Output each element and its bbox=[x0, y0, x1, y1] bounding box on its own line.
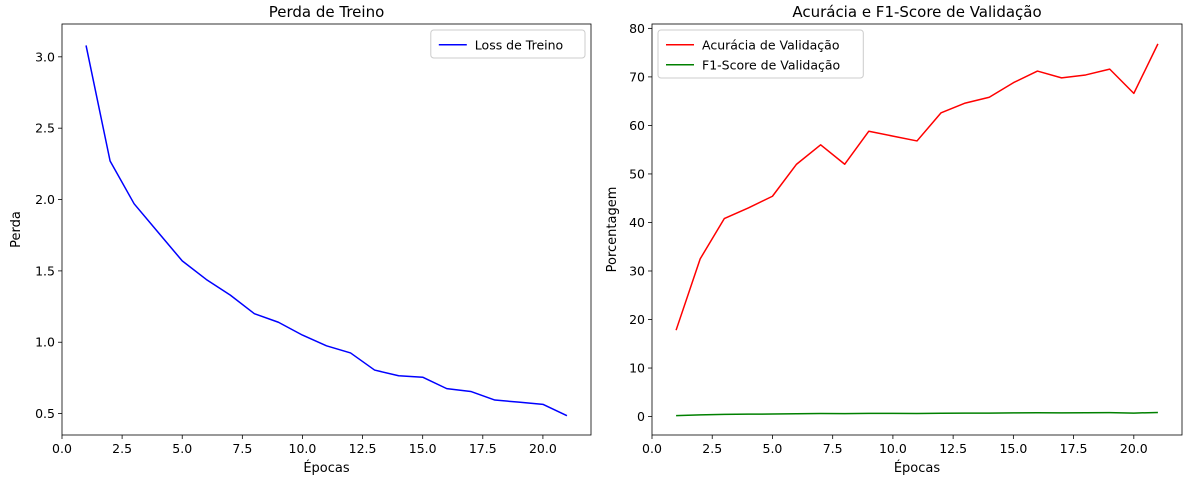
training-loss-y-tick-label: 1.0 bbox=[35, 335, 55, 350]
training-loss-x-tick-label: 2.5 bbox=[112, 441, 132, 456]
validation-metrics-x-tick-label: 7.5 bbox=[823, 441, 843, 456]
training-loss-series-line-0 bbox=[85, 45, 568, 417]
validation-metrics-y-tick-label: 10 bbox=[629, 361, 645, 376]
validation-metrics-y-tick-label: 30 bbox=[629, 263, 645, 278]
training-loss-x-tick-label: 7.5 bbox=[232, 441, 252, 456]
training-loss-y-tick-label: 3.0 bbox=[35, 49, 55, 64]
validation-metrics-y-tick-label: 70 bbox=[629, 69, 645, 84]
validation-metrics-x-tick-label: 0.0 bbox=[642, 441, 662, 456]
validation-metrics-legend-label-0: Acurácia de Validação bbox=[702, 37, 839, 52]
training-loss-x-axis-label: Épocas bbox=[303, 460, 350, 476]
validation-metrics-y-axis-label: Porcentagem bbox=[605, 187, 620, 273]
validation-metrics-y-tick-label: 60 bbox=[629, 118, 645, 133]
validation-metrics-series-line-1 bbox=[676, 411, 1158, 417]
training-loss-legend-label-0: Loss de Treino bbox=[475, 37, 563, 52]
validation-metrics-axes-frame bbox=[651, 23, 1183, 436]
training-loss-y-tick-label: 0.5 bbox=[35, 406, 55, 421]
training-loss-x-tick-label: 0.0 bbox=[52, 441, 72, 456]
training-loss-x-tick-label: 10.0 bbox=[289, 441, 317, 456]
validation-metrics-legend-label-1: F1-Score de Validação bbox=[702, 57, 840, 72]
training-loss-x-tick-label: 5.0 bbox=[172, 441, 192, 456]
training-loss-y-axis-label: Perda bbox=[9, 211, 24, 248]
training-loss-y-tick-label: 2.0 bbox=[35, 192, 55, 207]
validation-metrics-y-tick-label: 0 bbox=[637, 409, 645, 424]
validation-metrics-x-tick-label: 10.0 bbox=[879, 441, 907, 456]
training-loss-y-tick-label: 1.5 bbox=[35, 263, 55, 278]
training-loss-axes-frame bbox=[61, 23, 592, 436]
validation-metrics-chart: 0.0 2.5 5.0 7.5 10.0 12.5 15.0 17.5 20.0 0 10 20 30 4… bbox=[605, 3, 1183, 476]
training-loss-chart-title: Perda de Treino bbox=[269, 3, 385, 21]
validation-metrics-x-tick-label: 2.5 bbox=[702, 441, 722, 456]
training-loss-chart: 0.0 2.5 5.0 7.5 10.0 12.5 15.0 17.5 20.0 0.5 1.0 1.… bbox=[9, 3, 592, 476]
validation-metrics-series-line-0 bbox=[675, 43, 1159, 331]
validation-metrics-y-tick-label: 80 bbox=[629, 21, 645, 36]
validation-metrics-x-tick-label: 20.0 bbox=[1120, 441, 1148, 456]
validation-metrics-legend-box bbox=[657, 29, 864, 79]
validation-metrics-y-tick-label: 40 bbox=[629, 215, 645, 230]
validation-metrics-x-tick-label: 5.0 bbox=[763, 441, 783, 456]
validation-metrics-legend: Acurácia de Validação F1-Score de Validaç… bbox=[657, 29, 864, 79]
training-loss-y-tick-label: 2.5 bbox=[35, 121, 55, 136]
validation-metrics-x-tick-label: 15.0 bbox=[999, 441, 1027, 456]
training-loss-x-tick-label: 12.5 bbox=[349, 441, 377, 456]
training-loss-legend: Loss de Treino bbox=[430, 29, 586, 59]
training-loss-x-tick-label: 20.0 bbox=[529, 441, 557, 456]
training-loss-x-tick-label: 17.5 bbox=[469, 441, 497, 456]
validation-metrics-chart-title: Acurácia e F1-Score de Validação bbox=[792, 3, 1041, 21]
validation-metrics-x-tick-label: 12.5 bbox=[939, 441, 967, 456]
validation-metrics-y-tick-label: 20 bbox=[629, 312, 645, 327]
training-loss-legend-box bbox=[430, 29, 586, 59]
training-loss-x-tick-label: 15.0 bbox=[409, 441, 437, 456]
validation-metrics-x-tick-label: 17.5 bbox=[1060, 441, 1088, 456]
validation-metrics-x-axis-label: Épocas bbox=[894, 460, 941, 476]
validation-metrics-y-tick-label: 50 bbox=[629, 166, 645, 181]
